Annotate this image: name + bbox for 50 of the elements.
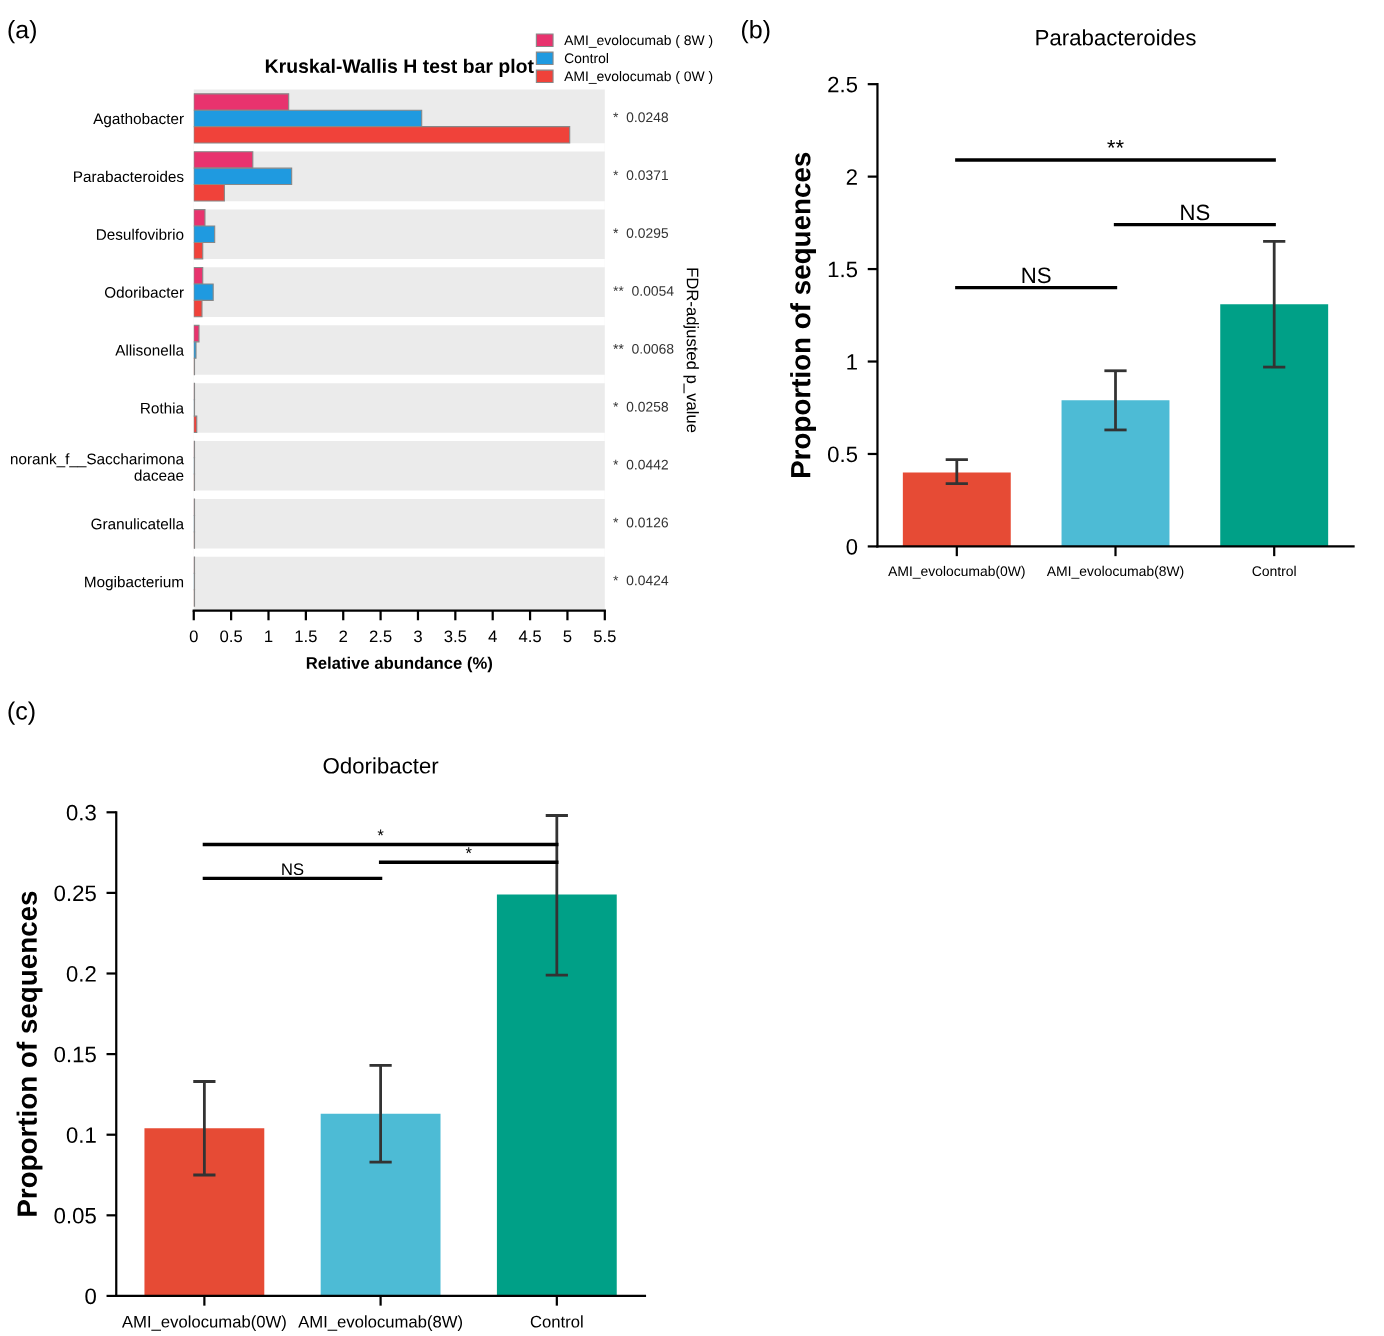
y-axis-title: Proportion of sequences (16, 891, 43, 1216)
x-tick-label: 4 (488, 630, 497, 643)
y-tick-label: 0 (846, 538, 858, 555)
bar (320, 1113, 441, 1296)
y-tick-label: 0.3 (66, 804, 96, 821)
y2-axis-title: FDR-adjusted p_value (683, 268, 699, 433)
annotation: * (377, 829, 384, 836)
y-tick-label: 0.15 (54, 1046, 96, 1063)
annotation: * (465, 847, 472, 854)
x-tick-label: 1.5 (295, 630, 317, 643)
y-tick-label: 0.1 (66, 1127, 96, 1143)
text: (b) (741, 20, 770, 44)
x-tick-label: AMI_evolocumab(0W) (121, 1315, 286, 1331)
annotation: NS (282, 863, 304, 876)
x-axis-title: Relative abundance (%) (306, 656, 493, 673)
y-axis-title: Proportion of sequences (790, 152, 817, 478)
x-tick-label: 4.5 (518, 630, 541, 643)
bar (902, 472, 1011, 547)
annotation: NS (1181, 204, 1210, 221)
x-tick-label: 5 (563, 630, 572, 643)
y-tick-label: 2 (846, 169, 857, 185)
annotation: NS (1022, 267, 1051, 284)
bar (1220, 304, 1329, 547)
x-tick-label: 3.5 (444, 630, 467, 643)
y-tick-label: 0.5 (827, 446, 858, 463)
y-tick-label: 1 (847, 354, 857, 370)
y-tick-label: 0 (85, 1288, 96, 1305)
y-tick-label: 2.5 (828, 76, 858, 93)
text: (a) (8, 20, 36, 44)
annotation: ** (1107, 140, 1124, 148)
bar (496, 894, 617, 1296)
y-tick-label: 0.05 (54, 1207, 96, 1224)
chart-title: Kruskal-Wallis H test bar plot (265, 58, 534, 77)
x-tick-label: 2.5 (369, 630, 392, 643)
y-tick-label: 0.25 (54, 885, 96, 902)
y-tick-label: 1.5 (828, 261, 858, 278)
chart-title: Parabacteroides (1036, 29, 1196, 46)
chart-title: Odoribacter (323, 757, 439, 774)
x-tick-label: 2 (339, 630, 348, 643)
text: (c) (8, 701, 35, 725)
x-tick-label: 1 (265, 630, 273, 643)
bar (1061, 400, 1170, 547)
x-tick-label: 0.5 (220, 630, 243, 643)
x-tick-label: 5.5 (593, 630, 616, 643)
y-tick-label: 0.2 (66, 966, 96, 982)
x-tick-label: AMI_evolocumab(8W) (298, 1315, 462, 1331)
x-tick-label: 0 (189, 630, 198, 643)
x-tick-label: 3 (413, 630, 422, 643)
bar (144, 1128, 265, 1296)
x-tick-label: Control (530, 1315, 583, 1328)
